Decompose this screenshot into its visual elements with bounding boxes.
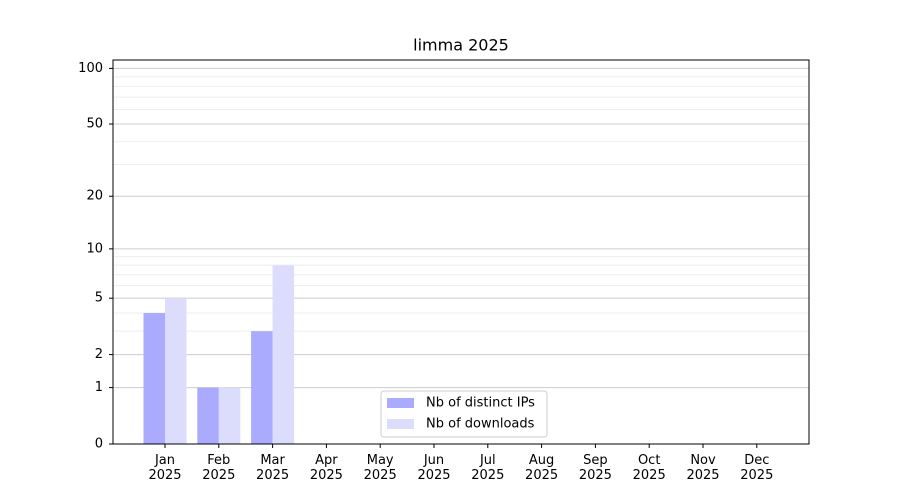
bar	[165, 298, 187, 444]
x-tick-label: Apr 2025	[309, 453, 343, 483]
bar	[272, 265, 295, 444]
y-tick-label: 10	[86, 241, 103, 256]
y-tick-label: 5	[95, 291, 103, 306]
x-tick-label: Feb 2025	[202, 453, 236, 483]
y-tick-label: 20	[86, 189, 103, 204]
plot-frame	[112, 59, 810, 445]
x-tick-label: Jul 2025	[471, 453, 505, 483]
x-tick-label: Nov 2025	[686, 453, 720, 483]
bar	[143, 313, 165, 444]
legend-swatch	[387, 419, 414, 429]
legend: Nb of distinct IPs Nb of downloads	[380, 390, 548, 438]
x-tick-label: May 2025	[363, 453, 397, 483]
chart-title: limma 2025	[413, 36, 509, 55]
x-tick-label: Sep 2025	[578, 453, 612, 483]
y-tick-label: 0	[95, 437, 103, 452]
y-tick-label: 2	[95, 347, 103, 362]
x-tick-label: Jun 2025	[417, 453, 451, 483]
x-tick-label: Mar 2025	[256, 453, 290, 483]
legend-swatch	[387, 398, 414, 408]
legend-box	[380, 390, 548, 438]
y-tick-label: 1	[95, 380, 103, 395]
y-tick-label: 50	[86, 117, 103, 132]
legend-label: Nb of distinct IPs	[426, 396, 535, 411]
legend-label: Nb of downloads	[426, 417, 535, 432]
x-tick-label: Jan 2025	[148, 453, 182, 483]
bar	[218, 387, 241, 444]
bar	[251, 331, 273, 444]
bar	[197, 387, 219, 444]
x-tick-label: Oct 2025	[632, 453, 666, 483]
x-tick-label: Aug 2025	[525, 453, 559, 483]
y-tick-label: 100	[78, 61, 103, 76]
x-tick-label: Dec 2025	[740, 453, 774, 483]
